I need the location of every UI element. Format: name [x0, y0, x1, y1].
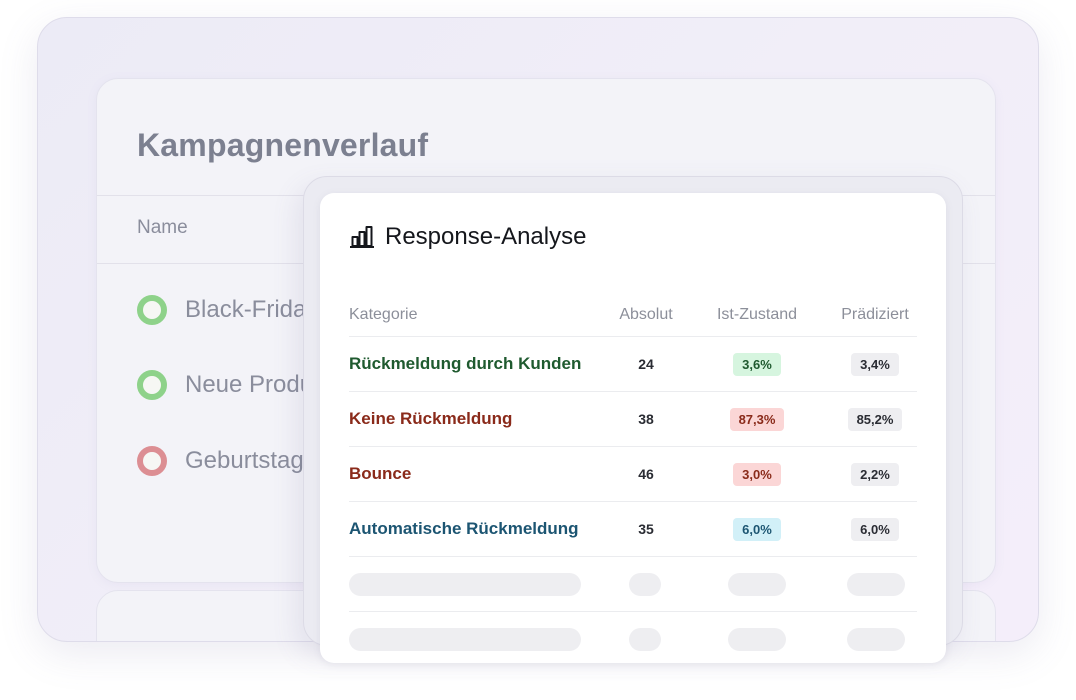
campaign-name: Geburtstage: [185, 447, 318, 474]
skeleton-bar: [629, 573, 661, 596]
absolute-value: 35: [638, 521, 654, 537]
actual-badge: 87,3%: [729, 407, 785, 431]
category-label: Keine Rückmeldung: [349, 409, 513, 428]
status-active-icon: [137, 295, 167, 325]
response-analysis-title: Response-Analyse: [385, 223, 587, 250]
skeleton-bar: [728, 628, 786, 651]
campaign-name: Black-Friday: [185, 296, 319, 323]
column-header-predicted: Prädiziert: [841, 305, 909, 323]
category-label: Bounce: [349, 464, 412, 483]
skeleton-bar: [629, 628, 661, 651]
skeleton-bar: [847, 573, 905, 596]
status-stopped-icon: [137, 446, 167, 476]
status-active-icon: [137, 370, 167, 400]
predicted-badge: 6,0%: [851, 517, 899, 541]
skeleton-bar: [349, 573, 581, 596]
predicted-badge: 2,2%: [851, 462, 899, 486]
actual-badge: 3,6%: [733, 352, 781, 376]
response-analysis-card: Response-Analyse Kategorie Absolut Ist-Z…: [320, 193, 946, 663]
campaign-row[interactable]: Black-Friday: [137, 295, 318, 325]
skeleton-bar: [728, 573, 786, 596]
bar-chart-icon: [350, 226, 374, 248]
table-row[interactable]: Rückmeldung durch Kunden 24 3,6% 3,4%: [349, 336, 917, 391]
predicted-badge: 85,2%: [847, 407, 903, 431]
table-row[interactable]: Automatische Rückmeldung 35 6,0% 6,0%: [349, 501, 917, 556]
predicted-badge: 3,4%: [851, 352, 899, 376]
absolute-value: 46: [638, 466, 654, 482]
skeleton-bar: [349, 628, 581, 651]
category-label: Automatische Rückmeldung: [349, 519, 579, 538]
placeholder-row: [349, 556, 917, 611]
actual-badge: 6,0%: [733, 517, 781, 541]
table-row[interactable]: Bounce 46 3,0% 2,2%: [349, 446, 917, 501]
column-header-category: Kategorie: [349, 305, 418, 323]
absolute-value: 38: [638, 411, 654, 427]
column-header-actual: Ist-Zustand: [716, 305, 798, 323]
category-label: Rückmeldung durch Kunden: [349, 354, 582, 373]
placeholder-row: [349, 611, 917, 663]
actual-badge: 3,0%: [733, 462, 781, 486]
absolute-value: 24: [638, 356, 654, 372]
skeleton-bar: [847, 628, 905, 651]
campaign-row[interactable]: Geburtstage: [137, 446, 317, 476]
response-analysis-header: Response-Analyse: [349, 223, 586, 251]
table-row[interactable]: Keine Rückmeldung 38 87,3% 85,2%: [349, 391, 917, 446]
column-header-name: Name: [137, 217, 188, 238]
table-header: Kategorie Absolut Ist-Zustand Prädiziert: [349, 287, 917, 342]
campaign-history-title: Kampagnenverlauf: [137, 127, 429, 163]
column-header-absolute: Absolut: [619, 305, 673, 323]
